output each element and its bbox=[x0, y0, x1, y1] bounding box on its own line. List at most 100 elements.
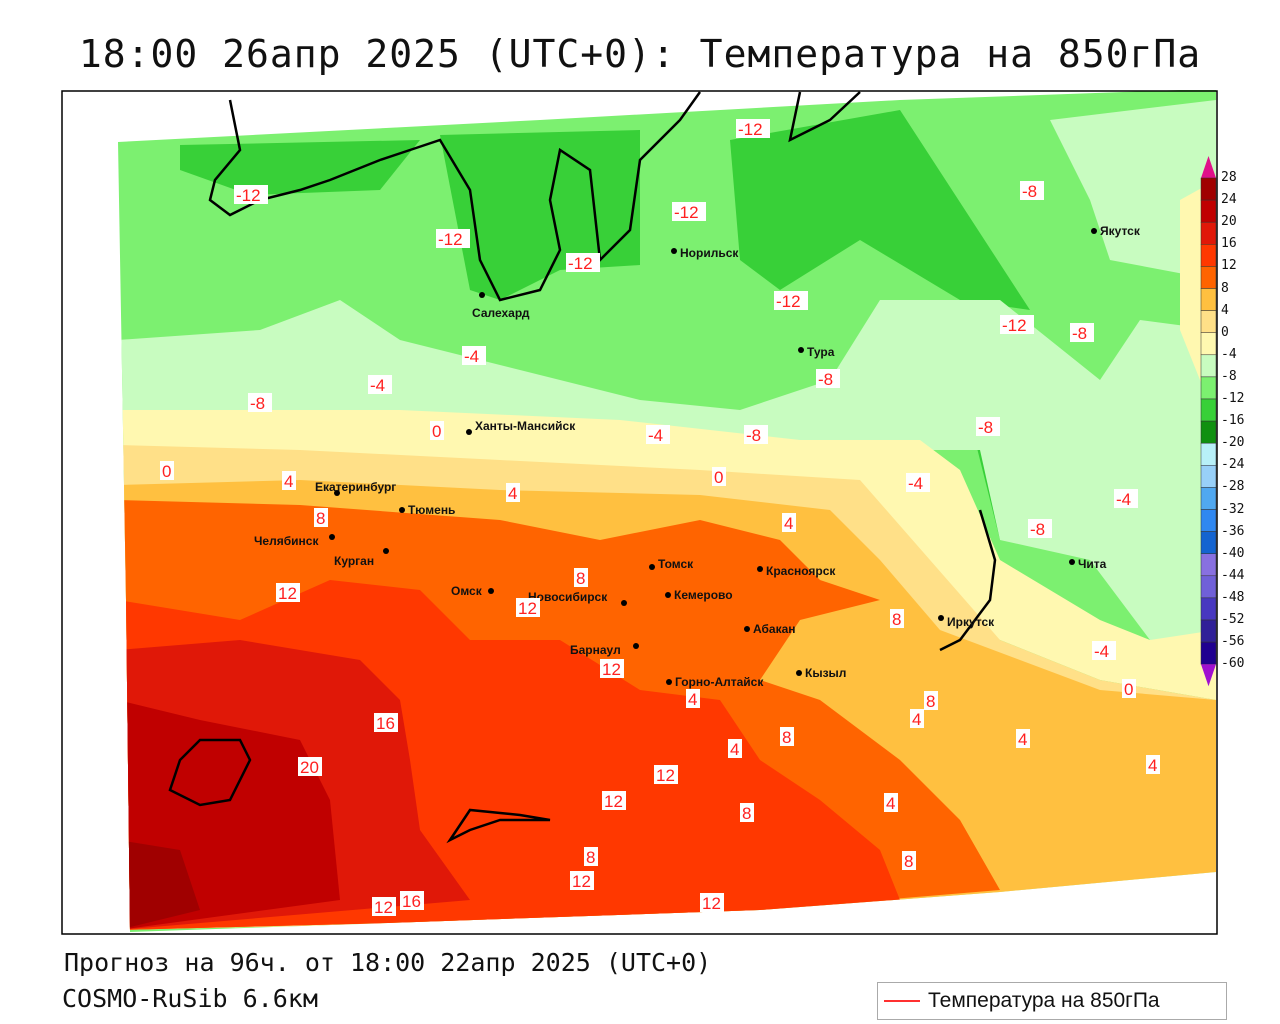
contour-label: 12 bbox=[702, 894, 721, 913]
map-title: 18:00 26апр 2025 (UTC+0): Температура на… bbox=[78, 32, 1202, 76]
contour-label: 16 bbox=[376, 714, 395, 733]
legend: Температура на 850гПа bbox=[877, 982, 1227, 1020]
contour-label: 12 bbox=[374, 898, 393, 917]
contour-label-bg bbox=[566, 253, 600, 272]
colorbar-tick-label: -60 bbox=[1221, 656, 1245, 672]
colorbar-tick-label: -8 bbox=[1221, 368, 1237, 384]
contour-label-bg bbox=[1020, 181, 1044, 200]
city-marker bbox=[744, 626, 750, 632]
city-label: Горно-Алтайск bbox=[675, 675, 764, 689]
contour-label-bg bbox=[654, 765, 678, 784]
contour-label: 12 bbox=[278, 584, 297, 603]
colorbar-tick-label: -4 bbox=[1221, 346, 1237, 362]
city-label: Красноярск bbox=[766, 564, 836, 578]
city-marker bbox=[399, 507, 405, 513]
contour-label-bg bbox=[600, 659, 624, 678]
coastlines bbox=[168, 91, 997, 844]
city-label: Салехард bbox=[472, 306, 530, 320]
contour-label: 12 bbox=[518, 599, 537, 618]
contour-label: 8 bbox=[742, 804, 751, 823]
cities-layer: Салехард Норильск Якутск Тура Ханты-Мансийск… bbox=[254, 224, 1141, 689]
contour-label-bg bbox=[570, 871, 594, 890]
city-label: Иркутск bbox=[947, 615, 995, 629]
colorbar-swatch bbox=[1200, 398, 1217, 422]
contour-label-bg bbox=[1000, 315, 1034, 334]
city-label: Курган bbox=[334, 554, 374, 568]
colorbar-swatch bbox=[1200, 487, 1217, 510]
city-marker bbox=[798, 347, 804, 353]
contour-label-bg bbox=[430, 421, 444, 440]
city-marker bbox=[621, 600, 627, 606]
colorbar-tick-label: -48 bbox=[1221, 589, 1245, 605]
contour-label: -8 bbox=[1022, 182, 1037, 201]
colorbar-tick-label: -16 bbox=[1221, 413, 1245, 429]
colorbar bbox=[1200, 156, 1217, 687]
contour-label: 0 bbox=[1124, 680, 1133, 699]
contour-label-bg bbox=[884, 793, 898, 812]
city-marker bbox=[1091, 228, 1097, 234]
colorbar-swatch bbox=[1200, 177, 1217, 201]
contour-label: 8 bbox=[782, 728, 791, 747]
legend-label: Температура на 850гПа bbox=[928, 989, 1160, 1012]
colorbar-swatch bbox=[1200, 376, 1217, 400]
contour-label: 0 bbox=[714, 468, 723, 487]
contour-label: -12 bbox=[438, 230, 463, 249]
contour-label: -8 bbox=[1072, 324, 1087, 343]
contour-label-bg bbox=[902, 851, 916, 870]
contour-label: -12 bbox=[674, 203, 699, 222]
colorbar-tick-label: 4 bbox=[1221, 302, 1229, 318]
contour-label: 4 bbox=[886, 794, 895, 813]
colorbar-tick-label: 12 bbox=[1221, 258, 1237, 274]
city-marker bbox=[633, 643, 639, 649]
contour-label: 4 bbox=[912, 710, 921, 729]
contour-label-bg bbox=[700, 893, 724, 912]
contour-label: 12 bbox=[572, 872, 591, 891]
colorbar-swatch bbox=[1200, 244, 1217, 267]
colorbar-swatch bbox=[1200, 332, 1217, 356]
contour-label: 4 bbox=[688, 690, 697, 709]
temperature-bands bbox=[118, 90, 1216, 932]
contour-label-bg bbox=[584, 847, 598, 866]
contour-label-bg bbox=[462, 346, 486, 365]
colorbar-tick-label: 8 bbox=[1221, 280, 1229, 296]
city-marker bbox=[938, 615, 944, 621]
contour-label: 4 bbox=[284, 472, 293, 491]
contour-label-bg bbox=[782, 513, 796, 532]
model-name: COSMO-RuSib 6.6км bbox=[62, 984, 318, 1013]
contour-label-bg bbox=[1070, 323, 1094, 342]
contour-label-bg bbox=[1114, 489, 1138, 508]
colorbar-swatch bbox=[1200, 575, 1217, 599]
city-marker bbox=[488, 588, 494, 594]
city-label: Абакан bbox=[753, 622, 796, 636]
contour-label-bg bbox=[160, 461, 174, 480]
contour-label-bg bbox=[400, 891, 424, 910]
contour-label-bg bbox=[516, 598, 540, 617]
city-label: Челябинск bbox=[254, 534, 319, 548]
contour-label-bg bbox=[436, 229, 470, 248]
contour-label: 12 bbox=[602, 660, 621, 679]
contour-label: -8 bbox=[818, 370, 833, 389]
contour-label-bg bbox=[506, 483, 520, 502]
contour-label: 8 bbox=[904, 852, 913, 871]
contour-label-bg bbox=[602, 791, 626, 810]
contour-label-bg bbox=[368, 375, 392, 394]
contour-label-bg bbox=[282, 471, 296, 490]
contour-label: 8 bbox=[586, 848, 595, 867]
contour-label-bg bbox=[574, 568, 588, 587]
city-label: Кемерово bbox=[674, 588, 733, 602]
contour-label: -4 bbox=[648, 426, 663, 445]
contour-label: 4 bbox=[730, 740, 739, 759]
contour-label-bg bbox=[728, 739, 742, 758]
city-label: Томск bbox=[658, 557, 694, 571]
colorbar-swatch bbox=[1200, 553, 1217, 577]
city-label: Якутск bbox=[1100, 224, 1141, 238]
city-marker bbox=[334, 490, 340, 496]
colorbar-swatch bbox=[1200, 288, 1217, 311]
contour-label-bg bbox=[298, 757, 322, 776]
colorbar-tick-label: 16 bbox=[1221, 236, 1237, 252]
city-marker bbox=[671, 248, 677, 254]
city-marker bbox=[757, 566, 763, 572]
contour-label-bg bbox=[672, 202, 706, 221]
city-marker bbox=[796, 670, 802, 676]
contour-labels-layer: -12 -12 -12 -12 -12 -12 -12 -8 -8 -8 -8 -8 -8 -8 -4 -4 -… bbox=[160, 119, 1160, 917]
